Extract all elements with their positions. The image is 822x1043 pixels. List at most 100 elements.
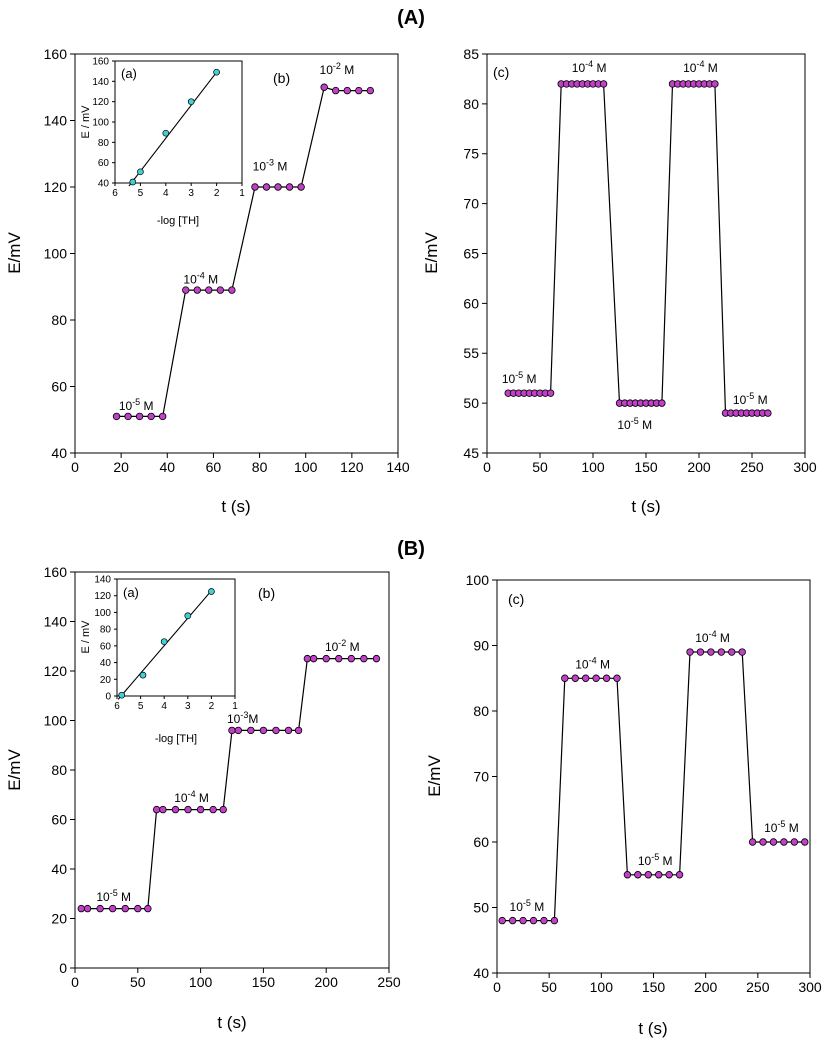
data-point (112, 412, 121, 421)
data-point (77, 904, 85, 913)
data-point (297, 183, 305, 191)
data-point (623, 871, 632, 879)
panel-label-A: (A) (397, 7, 425, 29)
panel-label-B: (B) (397, 538, 425, 560)
data-point (675, 871, 684, 879)
data-point (159, 805, 167, 814)
data-point (738, 648, 746, 656)
data-point (152, 805, 161, 814)
inset-y-tick-label: 140 (94, 575, 111, 586)
inset-panel-tag: (a) (123, 585, 139, 600)
data-point (83, 904, 92, 913)
inset-calibration-plot: 6 5 4 3 2 1 0 20 40 60 80 100 120 140 -log [TH] E / mV (… (80, 575, 238, 746)
data-point (780, 838, 788, 846)
plot-frame (496, 579, 811, 974)
inset-y-tick-label: 0 (105, 692, 111, 703)
data-point (634, 871, 642, 879)
y-tick-label: 140 (44, 613, 68, 629)
x-tick-label: 300 (793, 459, 817, 475)
y-tick-label: 60 (51, 811, 67, 827)
inset-y-tick-label: 80 (100, 625, 112, 636)
inset-data-point (208, 588, 215, 595)
inset-y-tick-label: 20 (100, 675, 112, 686)
data-point (285, 183, 294, 191)
inset-data-point (213, 68, 220, 76)
x-tick-label: 0 (483, 459, 491, 475)
inset-y-tick-label: 60 (100, 641, 112, 652)
data-point (658, 399, 666, 407)
inset-data-point (129, 178, 137, 186)
data-point (372, 654, 381, 663)
data-point (332, 86, 340, 95)
data-point (769, 838, 778, 846)
data-point (655, 871, 663, 879)
data-point (360, 654, 368, 663)
inset-x-tick-label: 5 (138, 701, 144, 712)
inset-data-point (139, 671, 147, 679)
inset-x-tick-label: 3 (185, 701, 191, 712)
data-point (613, 674, 621, 682)
concentration-label: 10-3M (227, 710, 258, 726)
data-point (320, 83, 328, 91)
concentration-label: 10-4 M (695, 629, 730, 645)
y-tick-label: 90 (473, 637, 489, 653)
panel-tag: (c) (508, 591, 524, 607)
series-line (502, 651, 805, 922)
x-tick-label: 50 (541, 979, 557, 995)
x-tick-label: 150 (642, 979, 666, 995)
y-tick-label: 55 (463, 345, 479, 361)
x-tick-label: 50 (532, 459, 548, 475)
concentration-label: 10-2 M (325, 638, 360, 654)
data-point (251, 183, 259, 191)
x-tick-label: 200 (694, 979, 718, 995)
data-point (546, 389, 555, 397)
inset-fit-line (128, 71, 218, 187)
y-tick-label: 60 (51, 378, 67, 394)
inset-data-point (160, 638, 168, 646)
x-tick-label: 300 (798, 979, 822, 995)
inset-x-tick-label: 1 (239, 188, 245, 199)
concentration-label: 10-5 M (119, 397, 154, 413)
inset-y-tick-label: 140 (92, 77, 109, 88)
data-point (216, 286, 225, 294)
inset-y-tick-label: 100 (92, 118, 109, 129)
y-tick-label: 50 (473, 899, 489, 915)
data-point (303, 654, 312, 663)
y-tick-label: 40 (51, 445, 67, 461)
y-tick-label: 70 (463, 196, 479, 212)
inset-x-tick-label: 3 (188, 188, 194, 199)
inset-fit-line (117, 590, 212, 700)
data-point (711, 80, 719, 88)
panel-tag: (b) (258, 585, 275, 601)
y-tick-label: 80 (473, 703, 489, 719)
concentration-label: 10-4 M (174, 789, 209, 805)
concentration-label: 10-5 M (510, 898, 545, 914)
x-tick-label: 140 (386, 459, 410, 475)
data-point (498, 916, 506, 925)
inset-panel-tag: (a) (121, 66, 137, 81)
inset-data-point (184, 612, 192, 620)
y-tick-label: 160 (44, 46, 68, 62)
data-point (247, 726, 255, 735)
y-tick-label: 50 (463, 395, 479, 411)
x-tick-label: 200 (315, 974, 339, 990)
x-tick-label: 150 (252, 974, 276, 990)
data-point (508, 916, 517, 925)
inset-y-axis-title: E / mV (80, 620, 92, 654)
inset-x-axis-title: -log [TH] (155, 733, 197, 745)
inset-data-point (137, 168, 144, 176)
concentration-label: 10-3 M (253, 157, 288, 173)
x-tick-label: 120 (340, 459, 364, 475)
data-point (259, 726, 268, 735)
data-point (728, 648, 736, 656)
y-tick-label: 120 (44, 179, 68, 195)
concentration-label: 10-5 M (638, 852, 673, 868)
data-point (262, 183, 271, 191)
data-point (144, 904, 152, 913)
x-tick-label: 40 (159, 459, 175, 475)
data-point (540, 916, 548, 925)
data-point (717, 648, 726, 656)
panel-tag: (b) (273, 70, 290, 86)
data-point (134, 904, 142, 913)
